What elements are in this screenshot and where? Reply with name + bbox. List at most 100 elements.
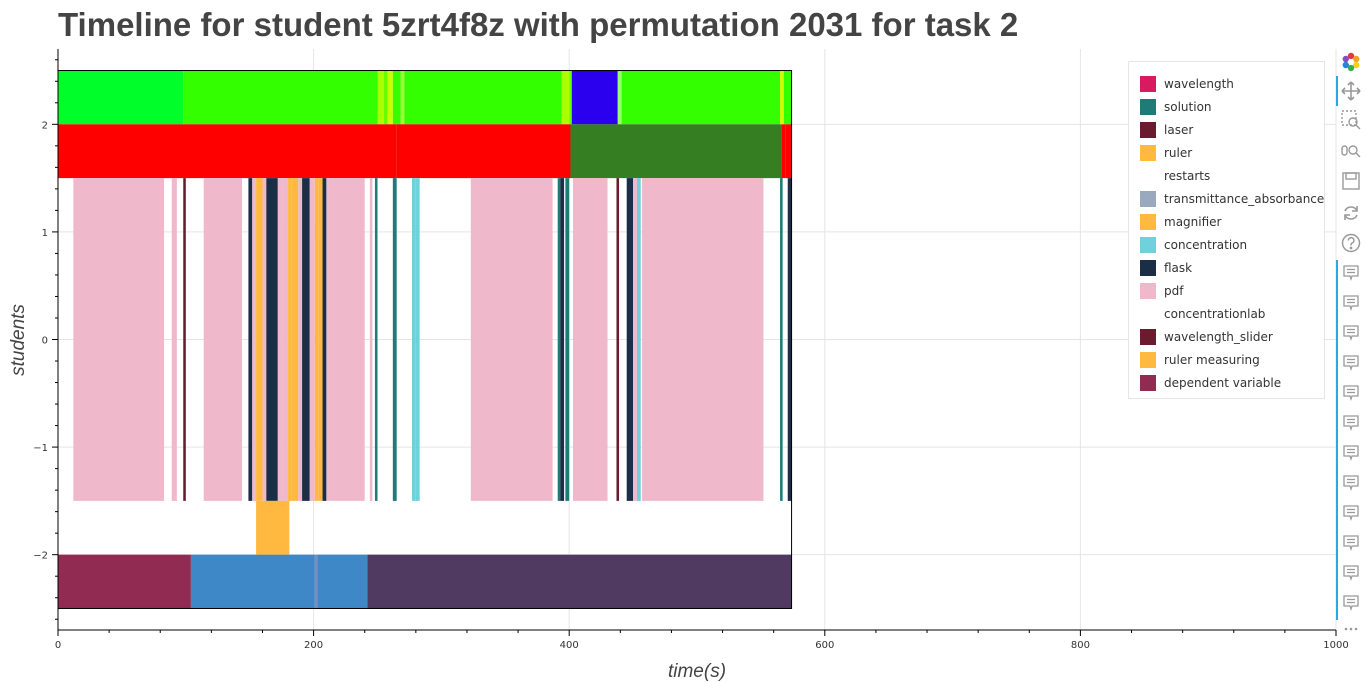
chart-toolbar xyxy=(1336,44,1366,683)
timeline-segment xyxy=(190,554,315,609)
legend-item: flask xyxy=(1129,256,1324,279)
timeline-segment xyxy=(73,178,165,501)
hover-tool-icon[interactable] xyxy=(1340,262,1362,284)
legend-item: pdf xyxy=(1129,279,1324,302)
timeline-segment xyxy=(404,70,562,125)
timeline-segment xyxy=(302,178,310,501)
legend-swatch xyxy=(1140,144,1156,161)
legend-label: solution xyxy=(1164,99,1212,114)
timeline-segment xyxy=(636,178,641,501)
legend-swatch xyxy=(1140,236,1156,253)
timeline-segment xyxy=(298,178,303,501)
hover-tool-icon[interactable] xyxy=(1340,382,1362,404)
timeline-segment xyxy=(374,178,378,501)
timeline-segment xyxy=(387,70,393,125)
box-zoom-tool-icon[interactable] xyxy=(1340,109,1362,131)
timeline-segment xyxy=(369,178,373,501)
legend-item: restarts xyxy=(1129,164,1324,187)
timeline-segment xyxy=(282,178,289,501)
timeline-segment xyxy=(383,70,388,125)
timeline-segment xyxy=(322,178,327,501)
timeline-segment xyxy=(328,178,365,501)
x-tick-label: 0 xyxy=(55,640,61,651)
timeline-segment xyxy=(291,178,299,501)
timeline-segment xyxy=(785,124,792,179)
legend-swatch xyxy=(1140,75,1156,92)
timeline-segment xyxy=(392,178,397,501)
x-tick-label: 800 xyxy=(1071,640,1090,651)
timeline-segment xyxy=(560,178,565,501)
x-axis-label: time(s) xyxy=(668,661,726,682)
pan-tool-icon[interactable] xyxy=(1340,80,1362,102)
timeline-segment xyxy=(58,70,184,125)
legend-item: concentrationlab xyxy=(1129,302,1324,325)
legend-label: restarts xyxy=(1164,168,1211,183)
timeline-segment xyxy=(171,178,177,501)
legend-label: magnifier xyxy=(1164,214,1222,229)
y-axis-label: students xyxy=(8,304,29,376)
timeline-segment xyxy=(309,178,315,501)
toolbar-accent-line xyxy=(1336,76,1338,106)
legend-item: magnifier xyxy=(1129,210,1324,233)
toolbar-accent-line xyxy=(1336,260,1338,620)
hover-tool-icon[interactable] xyxy=(1340,412,1362,434)
wheel-zoom-tool-icon[interactable] xyxy=(1340,140,1362,162)
timeline-segment xyxy=(252,178,257,501)
x-tick-label: 600 xyxy=(815,640,834,651)
help-tool-icon[interactable] xyxy=(1340,232,1362,254)
timeline-segment xyxy=(266,178,278,501)
save-tool-icon[interactable] xyxy=(1340,170,1362,192)
legend-label: concentration xyxy=(1164,237,1248,252)
y-tick-label: 0 xyxy=(42,336,48,347)
hover-tool-icon[interactable] xyxy=(1340,562,1362,584)
hover-tool-icon[interactable] xyxy=(1340,592,1362,614)
legend-label: dependent variable xyxy=(1164,375,1282,390)
axes: 0 200 400 600 800 1000 −2 −1 0 1 2 xyxy=(33,49,1349,651)
timeline-segment xyxy=(780,70,784,125)
timeline-segment xyxy=(262,178,267,501)
legend-label: pdf xyxy=(1164,283,1184,298)
timeline-segment xyxy=(573,178,608,501)
legend-item: wavelength xyxy=(1129,72,1324,95)
timeline-segment xyxy=(377,124,397,179)
timeline-segment xyxy=(621,70,781,125)
legend-label: wavelength_slider xyxy=(1164,329,1273,344)
timeline-segment xyxy=(367,554,792,609)
bokeh-logo-icon[interactable] xyxy=(1340,51,1362,73)
legend-swatch xyxy=(1140,351,1156,368)
legend-item: concentration xyxy=(1129,233,1324,256)
legend-item: solution xyxy=(1129,95,1324,118)
timeline-segment xyxy=(642,178,764,501)
hover-tool-icon[interactable] xyxy=(1340,292,1362,314)
hover-tool-icon[interactable] xyxy=(1340,472,1362,494)
timeline-segment xyxy=(314,178,319,501)
hover-tool-icon[interactable] xyxy=(1340,532,1362,554)
timeline-bars xyxy=(58,70,792,609)
timeline-segment xyxy=(318,178,323,501)
reset-tool-icon[interactable] xyxy=(1340,202,1362,224)
timeline-segment xyxy=(183,70,378,125)
hover-tool-icon[interactable] xyxy=(1340,502,1362,524)
timeline-segment xyxy=(565,178,570,501)
timeline-segment xyxy=(557,178,561,501)
legend: wavelength solution laser ruler restarts tran… xyxy=(1128,61,1325,399)
x-tick-label: 200 xyxy=(304,640,323,651)
hover-tool-icon[interactable] xyxy=(1340,322,1362,344)
hover-tool-icon[interactable] xyxy=(1340,442,1362,464)
timeline-segment xyxy=(256,500,290,555)
timeline-segment xyxy=(256,178,263,501)
timeline-segment xyxy=(317,554,368,609)
timeline-segment xyxy=(377,70,384,125)
timeline-segment xyxy=(781,124,786,179)
legend-swatch xyxy=(1140,282,1156,299)
more-tools-icon[interactable] xyxy=(1340,618,1362,640)
timeline-segment xyxy=(561,70,570,125)
hover-tool-icon[interactable] xyxy=(1340,352,1362,374)
timeline-segment xyxy=(616,178,620,501)
timeline-segment xyxy=(415,178,420,501)
timeline-segment xyxy=(633,178,637,501)
chart-title: Timeline for student 5zrt4f8z with permu… xyxy=(58,6,1019,43)
timeline-segment xyxy=(314,554,318,609)
timeline-segment xyxy=(470,178,553,501)
